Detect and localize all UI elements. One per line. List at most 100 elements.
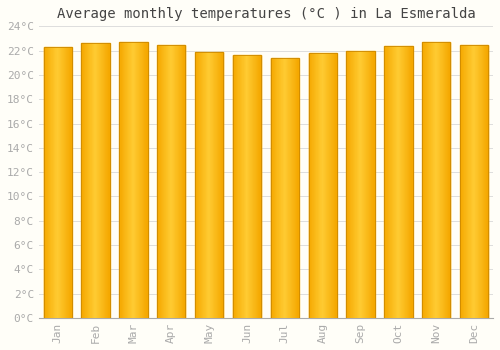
Bar [484, 44, 485, 318]
Bar [45, 47, 46, 318]
Bar [270, 58, 299, 318]
Bar [198, 52, 199, 318]
Bar [172, 44, 173, 318]
Bar [428, 42, 429, 318]
Bar [170, 44, 172, 318]
Bar [99, 43, 100, 318]
Bar [65, 47, 66, 318]
Bar [461, 44, 462, 318]
Bar [234, 55, 235, 318]
Bar [105, 43, 106, 318]
Bar [335, 53, 336, 318]
Bar [133, 42, 134, 318]
Bar [131, 42, 132, 318]
Bar [487, 44, 488, 318]
Bar [182, 44, 183, 318]
Bar [100, 43, 102, 318]
Bar [132, 42, 133, 318]
Bar [55, 47, 56, 318]
Bar [259, 55, 260, 318]
Bar [128, 42, 129, 318]
Bar [157, 44, 158, 318]
Bar [308, 53, 337, 318]
Title: Average monthly temperatures (°C ) in La Esmeralda: Average monthly temperatures (°C ) in La… [56, 7, 476, 21]
Bar [179, 44, 180, 318]
Bar [297, 58, 298, 318]
Bar [163, 44, 164, 318]
Bar [272, 58, 273, 318]
Bar [322, 53, 324, 318]
Bar [328, 53, 329, 318]
Bar [260, 55, 261, 318]
Bar [195, 52, 224, 318]
Bar [60, 47, 61, 318]
Bar [277, 58, 278, 318]
Bar [140, 42, 141, 318]
Bar [239, 55, 240, 318]
Bar [58, 47, 59, 318]
Bar [449, 42, 450, 318]
Bar [173, 44, 174, 318]
Bar [223, 52, 224, 318]
Bar [403, 46, 404, 318]
Bar [157, 44, 186, 318]
Bar [147, 42, 148, 318]
Bar [440, 42, 441, 318]
Bar [270, 58, 271, 318]
Bar [293, 58, 294, 318]
Bar [204, 52, 205, 318]
Bar [282, 58, 283, 318]
Bar [321, 53, 322, 318]
Bar [287, 58, 288, 318]
Bar [434, 42, 435, 318]
Bar [252, 55, 253, 318]
Bar [219, 52, 220, 318]
Bar [129, 42, 130, 318]
Bar [472, 44, 473, 318]
Bar [88, 43, 89, 318]
Bar [141, 42, 142, 318]
Bar [426, 42, 427, 318]
Bar [289, 58, 290, 318]
Bar [178, 44, 179, 318]
Bar [429, 42, 430, 318]
Bar [425, 42, 426, 318]
Bar [271, 58, 272, 318]
Bar [94, 43, 95, 318]
Bar [242, 55, 243, 318]
Bar [439, 42, 440, 318]
Bar [406, 46, 407, 318]
Bar [355, 51, 356, 318]
Bar [280, 58, 281, 318]
Bar [209, 52, 210, 318]
Bar [334, 53, 335, 318]
Bar [460, 44, 488, 318]
Bar [256, 55, 257, 318]
Bar [222, 52, 223, 318]
Bar [361, 51, 362, 318]
Bar [479, 44, 480, 318]
Bar [197, 52, 198, 318]
Bar [258, 55, 259, 318]
Bar [136, 42, 137, 318]
Bar [126, 42, 127, 318]
Bar [462, 44, 463, 318]
Bar [368, 51, 369, 318]
Bar [284, 58, 285, 318]
Bar [273, 58, 274, 318]
Bar [142, 42, 143, 318]
Bar [122, 42, 123, 318]
Bar [331, 53, 332, 318]
Bar [275, 58, 276, 318]
Bar [145, 42, 146, 318]
Bar [441, 42, 442, 318]
Bar [409, 46, 410, 318]
Bar [62, 47, 63, 318]
Bar [196, 52, 197, 318]
Bar [318, 53, 320, 318]
Bar [176, 44, 177, 318]
Bar [436, 42, 437, 318]
Bar [104, 43, 105, 318]
Bar [215, 52, 216, 318]
Bar [476, 44, 477, 318]
